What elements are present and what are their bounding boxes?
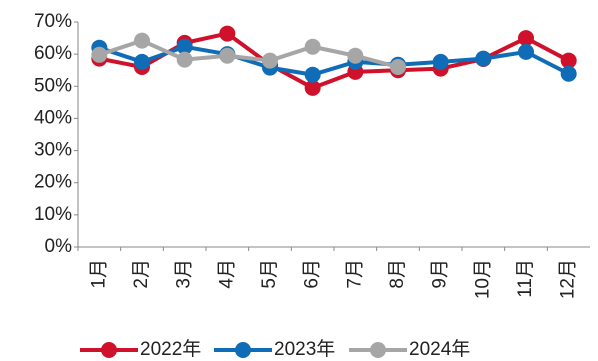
x-tick-label: 10月	[472, 259, 493, 299]
point	[176, 51, 193, 68]
x-tick-label: 3月	[174, 259, 195, 289]
point	[560, 52, 577, 69]
y-tick-label: 50%	[34, 75, 72, 96]
legend-marker	[101, 342, 117, 358]
y-tick-label: 10%	[34, 204, 72, 225]
point	[262, 52, 278, 69]
x-tick-label: 7月	[344, 259, 365, 289]
y-tick-label: 70%	[34, 11, 72, 32]
point	[347, 47, 364, 64]
point	[432, 53, 449, 70]
point	[560, 65, 577, 82]
legend-label: 2022年	[140, 338, 201, 360]
point	[176, 38, 193, 55]
x-tick-label: 12月	[558, 259, 579, 299]
y-tick-label: 20%	[34, 172, 72, 193]
point	[219, 25, 236, 42]
point	[518, 30, 534, 47]
point	[518, 43, 534, 60]
x-tick-label: 4月	[216, 259, 237, 289]
point	[475, 50, 492, 67]
x-tick-label: 1月	[88, 259, 109, 289]
point	[91, 46, 108, 63]
x-tick-label: 11月	[515, 259, 536, 298]
y-tick-label: 30%	[34, 140, 72, 161]
y-tick-label: 60%	[34, 43, 72, 64]
x-tick-label: 9月	[430, 259, 451, 289]
point	[304, 38, 321, 55]
legend-label: 2024年	[409, 338, 470, 360]
x-tick-label: 6月	[302, 259, 323, 289]
legend-marker	[370, 342, 386, 358]
x-tick-label: 5月	[259, 259, 280, 289]
x-tick-label: 8月	[387, 259, 408, 289]
point	[134, 32, 150, 49]
point	[390, 59, 406, 75]
legend-label: 2023年	[274, 338, 335, 360]
legend-marker	[235, 342, 251, 358]
point	[219, 47, 236, 64]
x-tick-label: 2月	[131, 259, 152, 289]
point	[304, 66, 321, 83]
series-line	[98, 31, 570, 91]
point	[134, 53, 150, 70]
y-tick-label: 0%	[45, 236, 73, 257]
y-tick-label: 40%	[34, 107, 72, 128]
point	[304, 79, 321, 96]
